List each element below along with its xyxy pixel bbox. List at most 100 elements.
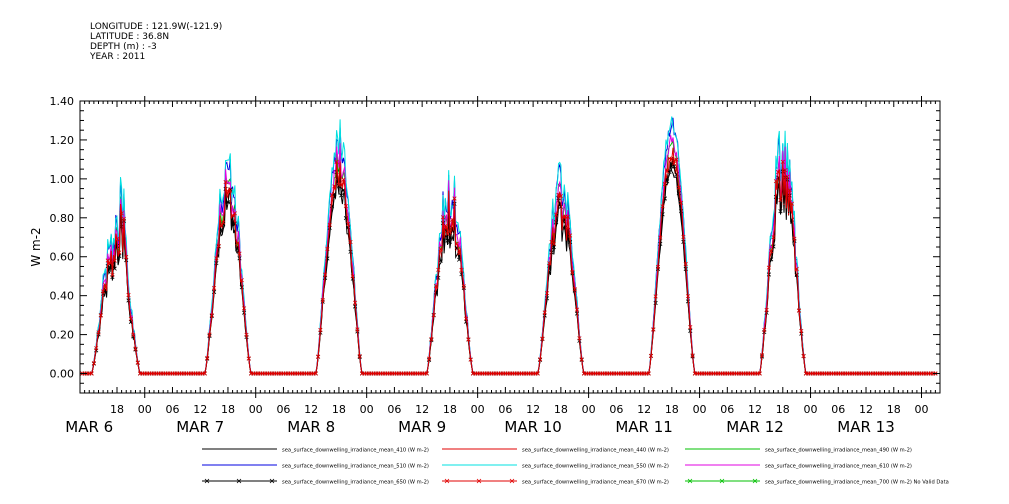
series-marker-6	[112, 266, 117, 271]
latitude-label: LATITUDE : 36.8N	[90, 32, 170, 42]
series-marker-7	[457, 251, 462, 256]
series-7	[80, 147, 938, 376]
legend-label: sea_surface_downwelling_irradiance_mean_…	[765, 464, 912, 470]
series-marker-7	[239, 278, 244, 283]
series-marker-7	[350, 274, 355, 279]
x-tick-label: 06	[387, 403, 401, 416]
series-marker-7	[216, 243, 221, 248]
series-marker-7	[667, 156, 672, 161]
series-marker-6	[549, 250, 554, 255]
plot-header: LONGITUDE : 121.9W(-121.9) LATITUDE : 36…	[90, 22, 222, 62]
series-marker-6	[108, 265, 113, 270]
series-group	[80, 116, 938, 376]
x-tick-label: 18	[443, 403, 457, 416]
series-marker-7	[223, 180, 228, 185]
series-marker-6	[551, 245, 556, 250]
x-tick-label: 18	[776, 403, 790, 416]
y-axis-label: W m-2	[29, 227, 43, 266]
series-marker-6	[457, 257, 462, 262]
series-marker-7	[124, 254, 129, 260]
legend-entry-2: sea_surface_downwelling_irradiance_mean_…	[685, 448, 912, 454]
series-marker-7	[461, 284, 466, 289]
legend-label: sea_surface_downwelling_irradiance_mean_…	[765, 448, 912, 454]
series-marker-7	[440, 215, 446, 220]
series-marker-7	[450, 217, 455, 222]
series-marker-7	[685, 294, 691, 299]
series-marker-7	[355, 327, 360, 332]
series-marker-7	[431, 313, 436, 318]
series-marker-7	[348, 239, 353, 245]
series-marker-7	[313, 371, 318, 376]
series-marker-7	[665, 169, 670, 174]
legend-marker	[687, 478, 693, 484]
x-tick-label: 06	[831, 403, 845, 416]
series-marker-7	[574, 307, 580, 312]
series-marker-7	[787, 188, 792, 193]
series-marker-7	[542, 310, 547, 315]
legend-marker	[509, 478, 515, 484]
legend-label: sea_surface_downwelling_irradiance_mean_…	[522, 464, 669, 470]
series-marker-7	[688, 325, 693, 330]
series-marker-7	[579, 357, 584, 362]
series-marker-7	[681, 234, 686, 239]
series-marker-7	[334, 159, 339, 164]
series-marker-7	[327, 222, 332, 228]
series-1	[82, 157, 936, 374]
series-marker-7	[237, 251, 242, 256]
legend-entry-1: sea_surface_downwelling_irradiance_mean_…	[442, 448, 669, 454]
series-marker-7	[114, 237, 120, 242]
series-marker-7	[131, 332, 136, 337]
legend: sea_surface_downwelling_irradiance_mean_…	[202, 448, 949, 486]
axes-group: 0.00 0.20 0.40 0.60 0.80 1.00 1.20 1.40 W m-2 18 0…	[29, 95, 941, 436]
x-tick-label: 18	[221, 403, 235, 416]
series-marker-7	[343, 204, 348, 209]
legend-label: sea_surface_downwelling_irradiance_mean_…	[522, 480, 669, 486]
series-marker-7	[133, 346, 138, 351]
y-tick-label: 1.00	[50, 173, 75, 186]
series-marker-7	[101, 289, 106, 294]
series-line-2	[82, 139, 936, 374]
series-marker-7	[655, 264, 661, 269]
series-line-7	[82, 147, 936, 374]
series-marker-6	[554, 220, 559, 225]
series-marker-7	[218, 224, 224, 229]
series-marker-6	[447, 239, 452, 244]
series-marker-7	[669, 157, 674, 162]
x-tick-label: 00	[804, 403, 818, 416]
series-marker-7	[769, 249, 774, 254]
series-marker-7	[771, 235, 776, 240]
series-line-5	[82, 135, 936, 374]
y-tick-label: 0.40	[50, 290, 75, 303]
series-marker-7	[651, 327, 656, 332]
series-marker-7	[94, 346, 99, 351]
depth-label: DEPTH (m) : -3	[90, 42, 157, 52]
series-marker-7	[108, 260, 113, 265]
series-marker-7	[778, 197, 783, 203]
series-marker-7	[792, 236, 797, 241]
series-marker-7	[547, 261, 552, 266]
series-marker-7	[121, 216, 126, 221]
series-marker-7	[554, 212, 559, 217]
legend-marker	[444, 478, 450, 484]
series-marker-7	[119, 211, 124, 216]
series-marker-7	[676, 185, 681, 190]
series-marker-6	[339, 193, 344, 198]
x-tick-label: 12	[859, 403, 873, 416]
series-marker-7	[246, 356, 251, 361]
series-marker-7	[783, 168, 788, 173]
series-marker-7	[568, 233, 573, 238]
series-marker-7	[320, 298, 325, 303]
series-marker-7	[332, 184, 337, 189]
series-marker-7	[662, 182, 667, 187]
series-marker-7	[780, 159, 785, 164]
series-marker-7	[570, 269, 575, 274]
y-tick-label: 0.00	[50, 368, 75, 381]
series-marker-7	[577, 336, 582, 341]
series-marker-7	[135, 360, 140, 365]
y-tick-label: 0.60	[50, 251, 75, 264]
series-marker-6	[225, 200, 231, 205]
series-marker-7	[785, 174, 790, 179]
legend-entry-8: sea_surface_downwelling_irradiance_mean_…	[685, 478, 949, 486]
x-tick-label: 18	[110, 403, 124, 416]
